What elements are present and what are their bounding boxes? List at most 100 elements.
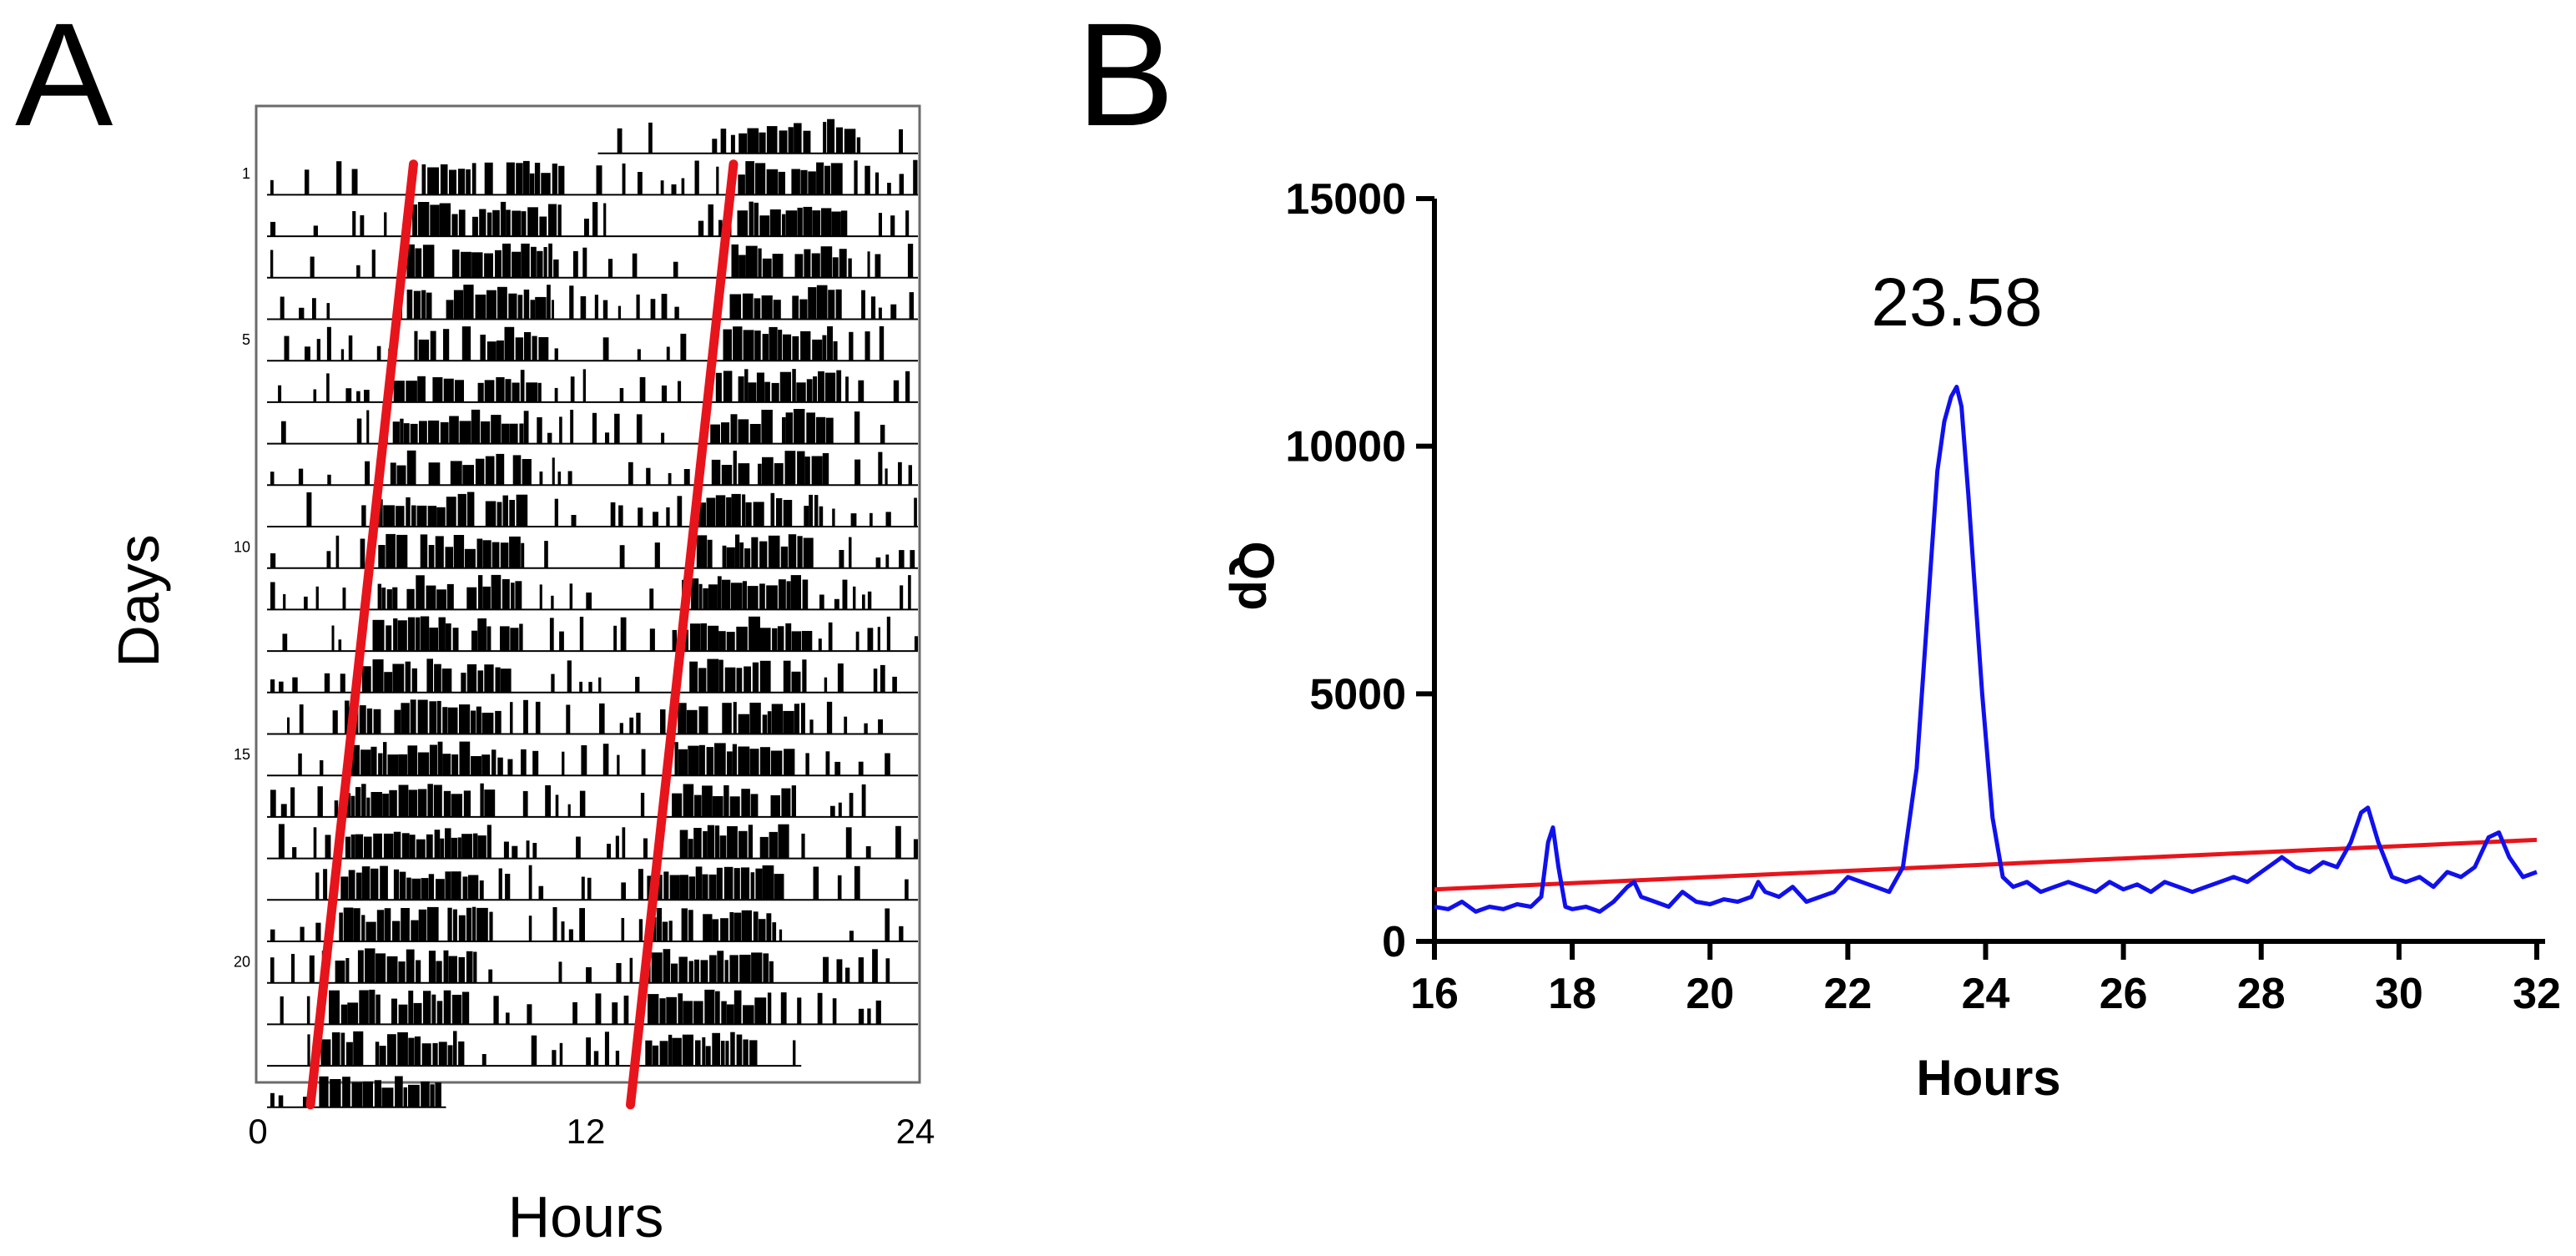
activity-bar: [742, 494, 746, 527]
activity-bar: [826, 701, 833, 734]
activity-bar: [770, 492, 775, 527]
panel-a-letter: A: [15, 0, 113, 157]
y-tick-label: 10000: [1285, 423, 1406, 472]
activity-bar: [434, 663, 441, 693]
activity-bar: [384, 908, 391, 941]
activity-bar: [617, 128, 623, 154]
activity-bar: [659, 1041, 668, 1067]
y-tick-label: 0: [1382, 918, 1406, 966]
activity-bar: [712, 1032, 720, 1067]
activity-bar: [753, 911, 759, 941]
activity-bar: [819, 506, 824, 527]
activity-bar: [797, 536, 803, 568]
activity-bar: [721, 465, 733, 486]
activity-bar: [875, 172, 880, 195]
activity-bar: [475, 458, 485, 486]
activity-bar: [729, 912, 734, 941]
activity-bar: [519, 423, 524, 444]
activity-bar: [458, 956, 465, 983]
activity-bar: [471, 756, 481, 776]
activity-bar: [786, 581, 791, 610]
activity-bar: [656, 908, 663, 941]
activity-bar: [811, 456, 823, 486]
activity-bar: [350, 795, 355, 817]
activity-bar: [830, 805, 835, 817]
activity-bar: [768, 535, 780, 568]
activity-bar: [681, 908, 688, 941]
activity-bar: [772, 922, 777, 941]
y-tick-label: 15000: [1285, 175, 1406, 224]
actogram-row: [267, 906, 918, 942]
activity-bar: [522, 160, 530, 195]
activity-bar: [319, 1076, 329, 1107]
activity-bar: [482, 586, 491, 610]
activity-bar: [523, 699, 528, 734]
activity-bar: [433, 784, 442, 817]
activity-bar: [778, 579, 786, 610]
activity-bar: [708, 204, 713, 237]
activity-bar: [663, 949, 671, 983]
activity-bar: [461, 251, 471, 278]
activity-bar: [432, 1042, 438, 1067]
activity-bar: [688, 839, 693, 859]
activity-bar: [571, 515, 577, 527]
activity-bar: [824, 165, 830, 195]
activity-bar: [411, 668, 417, 693]
actogram-row: [267, 325, 918, 362]
activity-bar: [397, 1032, 408, 1067]
activity-bar: [727, 826, 738, 859]
actogram-row: [597, 119, 918, 154]
activity-bar: [356, 418, 362, 444]
activity-bar: [439, 203, 451, 237]
activity-bar: [638, 919, 643, 941]
activity-bar: [784, 749, 795, 776]
activity-bar: [463, 285, 474, 320]
activity-bar: [907, 244, 914, 278]
activity-bar: [406, 949, 415, 983]
activity-bar: [837, 663, 844, 693]
activity-bar: [804, 506, 809, 527]
activity-bar: [800, 330, 811, 361]
activity-bar: [410, 699, 416, 734]
activity-bar: [832, 508, 835, 527]
activity-bar: [632, 253, 638, 278]
activity-bar: [790, 575, 801, 610]
activity-bar: [505, 874, 511, 900]
activity-bar: [552, 1050, 557, 1067]
activity-bar: [416, 617, 421, 652]
activity-bar: [771, 704, 784, 734]
activity-bar: [572, 1001, 577, 1025]
activity-bar: [496, 453, 505, 486]
activity-bar: [451, 214, 458, 237]
activity-bar: [914, 497, 917, 527]
activity-bar: [486, 825, 492, 859]
activity-bar: [753, 502, 764, 527]
activity-bar: [898, 462, 902, 486]
activity-bar: [447, 907, 452, 941]
activity-bar: [586, 593, 592, 610]
activity-bar: [331, 1032, 340, 1067]
activity-bar: [724, 667, 736, 693]
activity-bar: [416, 505, 427, 527]
activity-bar: [442, 754, 451, 776]
activity-bar: [803, 206, 813, 237]
activity-bar: [652, 1045, 659, 1067]
activity-bar: [348, 335, 353, 361]
activity-bar: [512, 251, 522, 278]
activity-bar: [678, 703, 687, 734]
activity-bar: [854, 160, 858, 195]
activity-bar: [416, 960, 421, 983]
activity-bar: [730, 583, 743, 610]
activity-bar: [361, 505, 366, 527]
activity-bar: [408, 1037, 415, 1067]
activity-bar: [406, 877, 411, 900]
activity-bar: [641, 749, 646, 776]
activity-bar: [395, 1076, 403, 1107]
activity-bar: [780, 546, 789, 568]
activity-bar: [867, 591, 872, 610]
activity-bar: [552, 907, 557, 941]
activity-bar: [376, 994, 381, 1025]
activity-bar: [698, 583, 703, 610]
activity-bar: [769, 209, 781, 237]
